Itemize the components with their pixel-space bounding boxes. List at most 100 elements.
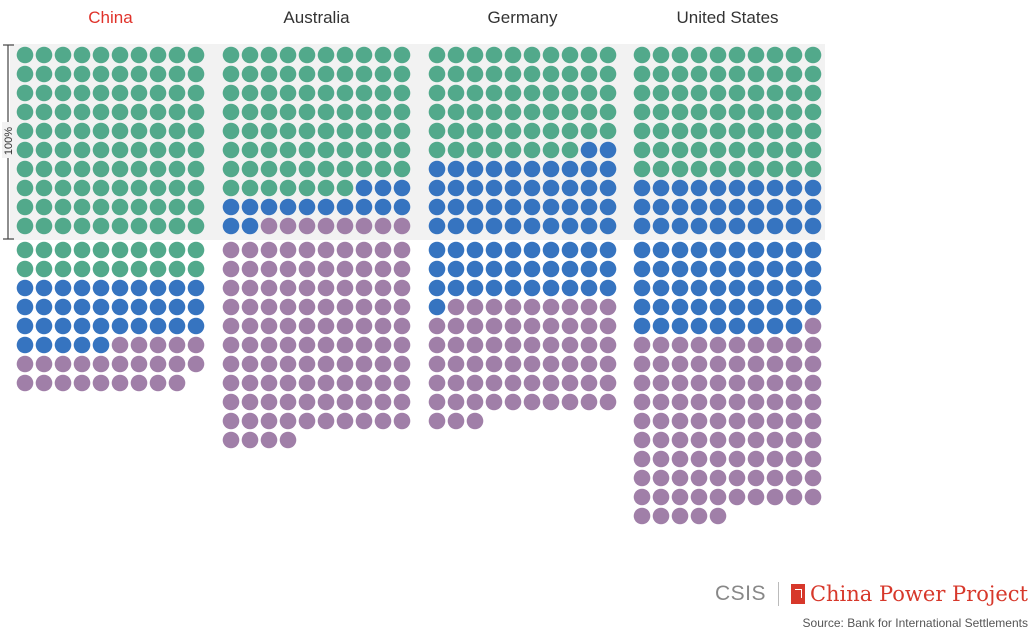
dot-series-3: [355, 355, 373, 373]
dot-series-1: [35, 260, 53, 278]
dot-series-1: [54, 179, 72, 197]
dot-series-3: [785, 374, 803, 392]
dot-series-1: [485, 65, 503, 83]
dot-series-2: [523, 179, 541, 197]
dot-series-2: [804, 260, 822, 278]
dot-series-2: [633, 198, 651, 216]
dot-series-3: [336, 355, 354, 373]
dot-series-3: [766, 412, 784, 430]
dot-series-1: [298, 65, 316, 83]
dot-series-1: [485, 84, 503, 102]
dot-series-3: [747, 450, 765, 468]
dot-series-3: [728, 355, 746, 373]
dot-series-3: [149, 355, 167, 373]
dot-series-3: [728, 374, 746, 392]
dot-series-3: [393, 336, 411, 354]
dot-series-1: [54, 122, 72, 140]
dot-series-2: [504, 160, 522, 178]
dot-series-2: [130, 279, 148, 297]
dot-series-2: [747, 217, 765, 235]
dot-series-3: [222, 412, 240, 430]
dot-series-2: [447, 241, 465, 259]
dot-series-3: [279, 412, 297, 430]
country-title: Australia: [283, 8, 350, 27]
dot-series-2: [523, 279, 541, 297]
dot-series-2: [111, 317, 129, 335]
dot-series-3: [374, 260, 392, 278]
dot-series-1: [187, 122, 205, 140]
dot-series-3: [279, 374, 297, 392]
dot-series-3: [355, 279, 373, 297]
dot-series-2: [804, 241, 822, 259]
dot-series-3: [561, 298, 579, 316]
dot-series-3: [785, 431, 803, 449]
dot-series-1: [35, 141, 53, 159]
dot-series-3: [766, 431, 784, 449]
dot-series-1: [279, 179, 297, 197]
dot-series-3: [447, 393, 465, 411]
dot-series-3: [241, 317, 259, 335]
dot-series-1: [709, 103, 727, 121]
dot-series-1: [747, 141, 765, 159]
dot-series-2: [747, 198, 765, 216]
dot-series-2: [652, 241, 670, 259]
dot-series-2: [35, 298, 53, 316]
dot-series-3: [241, 431, 259, 449]
dot-series-2: [504, 179, 522, 197]
dot-series-1: [428, 65, 446, 83]
dot-series-2: [54, 317, 72, 335]
dot-series-1: [35, 241, 53, 259]
dot-series-1: [374, 84, 392, 102]
dot-series-3: [241, 279, 259, 297]
dot-series-1: [633, 160, 651, 178]
dot-series-1: [73, 84, 91, 102]
dot-series-1: [728, 65, 746, 83]
dot-series-1: [168, 241, 186, 259]
dot-series-3: [671, 469, 689, 487]
dot-series-1: [336, 84, 354, 102]
dot-series-1: [690, 160, 708, 178]
dot-series-1: [187, 260, 205, 278]
dot-series-3: [222, 393, 240, 411]
dot-series-2: [466, 241, 484, 259]
dot-series-3: [447, 298, 465, 316]
dot-series-1: [747, 160, 765, 178]
dot-series-1: [241, 122, 259, 140]
dot-series-3: [298, 241, 316, 259]
dot-series-1: [111, 260, 129, 278]
dot-series-3: [747, 336, 765, 354]
dot-series-1: [580, 65, 598, 83]
dot-series-1: [671, 103, 689, 121]
dot-series-1: [580, 103, 598, 121]
dot-series-2: [785, 298, 803, 316]
dot-series-1: [130, 46, 148, 64]
dot-series-1: [766, 84, 784, 102]
dot-series-1: [542, 65, 560, 83]
dot-series-2: [652, 298, 670, 316]
dot-series-3: [298, 374, 316, 392]
dot-series-2: [35, 279, 53, 297]
dot-series-1: [130, 160, 148, 178]
dot-series-3: [652, 488, 670, 506]
dot-series-3: [633, 412, 651, 430]
dot-series-3: [298, 336, 316, 354]
dot-series-2: [709, 217, 727, 235]
dot-series-1: [279, 103, 297, 121]
dot-series-1: [298, 141, 316, 159]
dot-series-1: [73, 198, 91, 216]
dot-series-3: [355, 241, 373, 259]
dot-series-3: [633, 393, 651, 411]
dot-series-2: [485, 217, 503, 235]
dot-series-2: [447, 160, 465, 178]
dot-series-3: [130, 374, 148, 392]
dot-series-2: [766, 317, 784, 335]
dot-series-1: [393, 160, 411, 178]
country-title: United States: [676, 8, 779, 27]
dot-series-1: [690, 141, 708, 159]
dot-series-1: [260, 65, 278, 83]
dot-series-3: [804, 336, 822, 354]
dot-series-1: [466, 103, 484, 121]
dot-series-1: [279, 46, 297, 64]
dot-series-3: [260, 317, 278, 335]
dot-series-3: [374, 298, 392, 316]
